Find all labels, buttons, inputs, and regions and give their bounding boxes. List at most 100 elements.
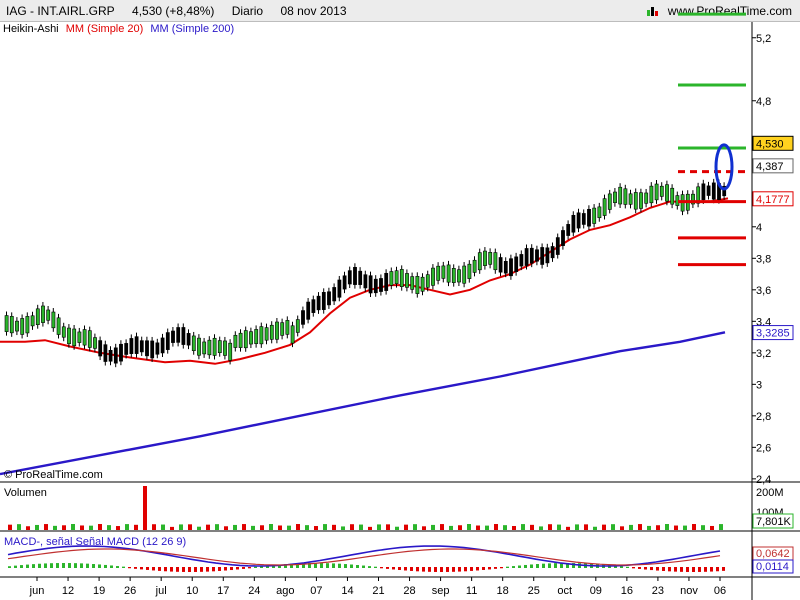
candle-body [394, 270, 399, 284]
macd-histogram-bar [698, 567, 701, 572]
volume-bar [395, 526, 399, 530]
last-price-box [752, 135, 794, 151]
volume-bar [8, 524, 12, 530]
candle-body [685, 193, 690, 211]
volume-bar [701, 525, 705, 530]
x-tick-label: 17 [217, 585, 229, 597]
candle-body [529, 247, 534, 264]
volume-bar [287, 525, 291, 530]
macd-histogram-bar [74, 563, 77, 568]
candle-body [389, 271, 394, 286]
y-tick-label: 4 [756, 222, 762, 234]
volume-bar [620, 526, 624, 530]
last-price-box-text: 4,530 [756, 138, 784, 150]
candle-body [113, 347, 118, 364]
volume-tick-label: 200M [756, 487, 784, 499]
candle-body [420, 276, 425, 292]
candle-body [659, 185, 664, 197]
candle-body [51, 311, 56, 329]
macd-histogram-bar [44, 563, 47, 568]
volume-title: Volumen [4, 487, 47, 499]
macd-histogram-bar [284, 564, 287, 568]
candle-body [150, 340, 155, 359]
candle-body [327, 291, 331, 306]
candle-body [295, 319, 300, 333]
macd-histogram-bar [608, 565, 611, 568]
y-tick-label: 3,2 [756, 348, 771, 360]
volume-bar [53, 525, 57, 530]
volume-bar [251, 525, 255, 530]
candle-body [285, 320, 290, 335]
volume-bar [341, 526, 345, 530]
volume-bar [188, 524, 192, 530]
candle-body [290, 325, 295, 344]
highlight-ellipse [714, 143, 734, 191]
candles [4, 178, 727, 368]
brand-link[interactable]: www.ProRealTime.com [646, 4, 792, 18]
candle-body [119, 343, 123, 362]
volume-bar [179, 524, 183, 530]
candle-body [701, 183, 706, 201]
macd-histogram-bar [650, 567, 653, 571]
macd-histogram-bar [8, 566, 11, 568]
x-tick-label: oct [557, 585, 572, 597]
candle-body [405, 273, 409, 288]
candle-body [722, 185, 727, 197]
macd-histogram-bar [194, 567, 197, 572]
macd-histogram-bar [722, 567, 725, 571]
macd-histogram-bar [584, 563, 587, 568]
candle-body [337, 279, 342, 298]
volume-bar [197, 526, 201, 530]
candle-body [306, 301, 311, 320]
candle-body [46, 309, 51, 321]
volume-bar [557, 524, 561, 530]
volume-bar [692, 524, 696, 530]
candle-body [451, 268, 456, 283]
candle-body [134, 336, 139, 354]
x-tick-label: 18 [497, 585, 509, 597]
candle-body [228, 342, 233, 361]
candle-body [82, 329, 87, 346]
candle-body [488, 252, 493, 265]
y-tick-label: 4,4 [756, 159, 771, 171]
x-tick-label: 12 [62, 585, 74, 597]
watermark: © ProRealTime.com [4, 469, 103, 481]
ma200-line [0, 331, 726, 476]
macd-histogram-bar [290, 563, 293, 568]
y-tick-label: 2,6 [756, 442, 771, 454]
candle-body [561, 230, 565, 246]
candle-body [550, 246, 555, 259]
macd-histogram-bar [104, 564, 107, 568]
candle-body [155, 342, 160, 355]
macd-histogram-bar [26, 564, 29, 568]
volume-bar [359, 524, 363, 530]
candle-body [363, 274, 368, 289]
candle-body [607, 193, 612, 210]
volume-bar [431, 524, 435, 530]
legend-ma200: MM (Simple 200) [150, 23, 235, 35]
macd-histogram-bar [338, 563, 341, 568]
series-line [0, 331, 726, 476]
macd-histogram-bar [380, 567, 383, 569]
candle-body [545, 247, 550, 264]
candle-body [509, 258, 513, 277]
macd-histogram-bar [560, 563, 563, 568]
volume-bar [512, 525, 516, 530]
candle-body [269, 324, 274, 340]
macd-histogram-bar [200, 567, 203, 572]
ma200-price-box [752, 325, 794, 341]
candle-body [441, 265, 446, 279]
candle-body [342, 275, 347, 290]
candle-body [321, 292, 326, 310]
volume-bar [566, 526, 570, 530]
macd-histogram-bar [356, 564, 359, 568]
macd-histogram-bar [128, 567, 131, 569]
candle-body [197, 337, 201, 356]
candle-body [353, 266, 357, 285]
macd-histogram-bar [62, 563, 65, 568]
candle-body [93, 337, 97, 349]
y-tick-label: 3,6 [756, 285, 771, 297]
candle-body [171, 330, 175, 343]
macd-histogram-bar [590, 563, 593, 568]
